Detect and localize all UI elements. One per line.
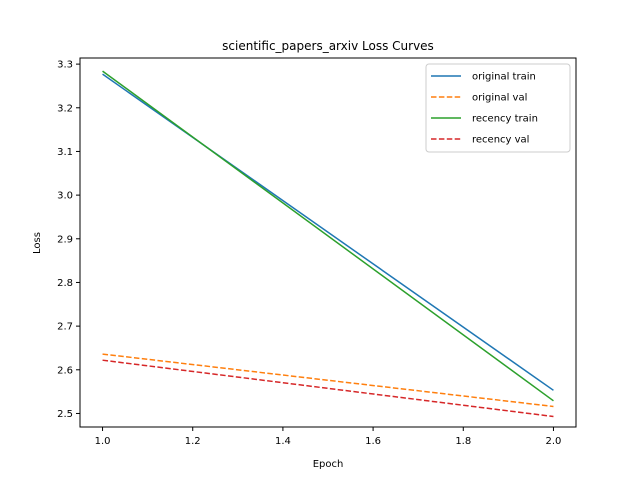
x-tick-label: 1.6	[365, 436, 381, 447]
legend-label: original train	[472, 72, 536, 83]
y-axis-label: Loss	[32, 232, 43, 254]
x-tick-label: 2.0	[546, 436, 562, 447]
series-line-1	[102, 353, 554, 408]
plot-frame	[79, 57, 577, 428]
legend-label: recency val	[472, 135, 529, 146]
x-axis: 1.0 1.2 1.4 1.6 1.8 2.0	[95, 427, 562, 447]
legend: original train original val recency train r…	[425, 63, 571, 153]
plot-area	[102, 70, 554, 418]
legend-label: recency train	[472, 114, 538, 125]
y-tick-label: 3.1	[57, 147, 73, 158]
x-axis-label: Epoch	[313, 459, 344, 470]
y-tick-label: 3.3	[57, 60, 73, 71]
y-tick-label: 2.8	[57, 278, 73, 289]
x-tick-label: 1.8	[455, 436, 471, 447]
x-tick-label: 1.2	[185, 436, 201, 447]
legend-label: original val	[472, 93, 527, 104]
y-tick-label: 2.7	[57, 322, 73, 333]
y-tick-label: 3.2	[57, 103, 73, 114]
x-tick-label: 1.4	[275, 436, 291, 447]
legend-box	[425, 63, 571, 153]
y-tick-label: 2.6	[57, 365, 73, 376]
series-line-3	[102, 359, 554, 418]
y-tick-label: 3.0	[57, 191, 73, 202]
y-tick-label: 2.5	[57, 409, 73, 420]
y-axis: 2.5 2.6 2.7 2.8 2.9 3.0 3.1 3.2 3.3	[57, 60, 80, 420]
series-line-2	[102, 70, 554, 402]
x-tick-label: 1.0	[95, 436, 111, 447]
chart-title: scientific_papers_arxiv Loss Curves	[222, 39, 434, 53]
y-tick-label: 2.9	[57, 234, 73, 245]
